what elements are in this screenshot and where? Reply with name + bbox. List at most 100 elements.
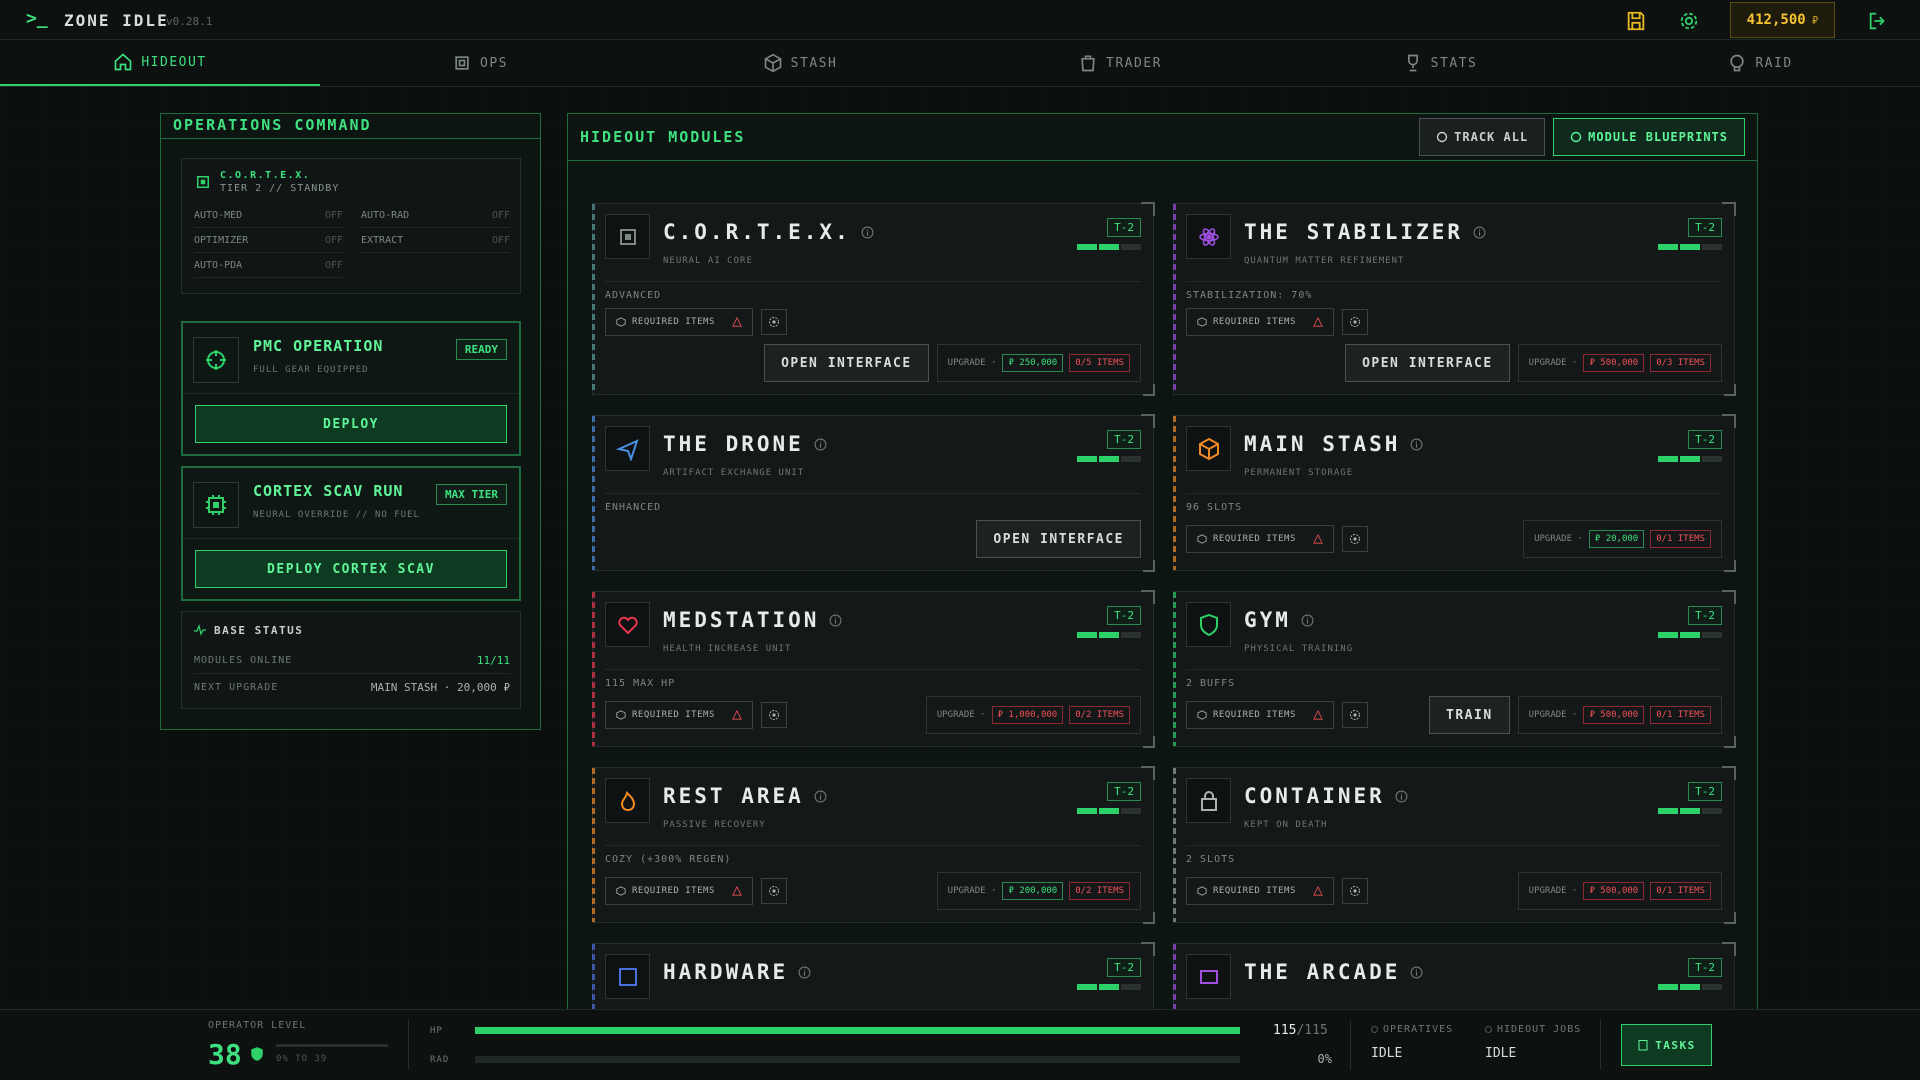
warning-icon	[1313, 886, 1323, 896]
required-label: REQUIRED ITEMS	[1213, 534, 1296, 544]
panel-button[interactable]: TRACK ALL	[1419, 118, 1546, 156]
sep	[1600, 1020, 1601, 1070]
corner	[1143, 912, 1155, 924]
toggle-row[interactable]: AUTO-RAD OFF	[361, 203, 510, 228]
info-icon[interactable]	[1301, 614, 1314, 627]
upgrade-group: TRAIN UPGRADE · ₽ 500,000 0/1 ITEMS	[1429, 696, 1722, 734]
track-button[interactable]	[761, 878, 787, 904]
upgrade-box[interactable]: UPGRADE · ₽ 500,000 0/1 ITEMS	[1517, 872, 1722, 910]
required-items-button[interactable]: REQUIRED ITEMS	[605, 308, 753, 336]
required-items-button[interactable]: REQUIRED ITEMS	[605, 877, 753, 905]
info-icon[interactable]	[1395, 790, 1408, 803]
upgrade-group: UPGRADE · ₽ 20,000 0/1 ITEMS	[1523, 520, 1722, 558]
nav-tab[interactable]: STASH	[640, 40, 960, 86]
action-button[interactable]: OPEN INTERFACE	[1345, 344, 1510, 382]
nav-tab[interactable]: RAID	[1600, 40, 1920, 86]
module-header: REST AREA PASSIVE RECOVERY T-2	[605, 768, 1141, 846]
track-button[interactable]	[1342, 309, 1368, 335]
module-name: GYM	[1244, 608, 1314, 632]
module-header: HARDWARE T-2	[605, 944, 1141, 1009]
upgrade-box[interactable]: UPGRADE · ₽ 1,000,000 0/2 ITEMS	[925, 696, 1141, 734]
required-items-button[interactable]: REQUIRED ITEMS	[1186, 701, 1334, 729]
nav-tab[interactable]: TRADER	[960, 40, 1280, 86]
currency: 412,500 ₽	[1730, 2, 1835, 38]
info-icon[interactable]	[1410, 966, 1423, 979]
divider	[183, 393, 519, 394]
deploy-button[interactable]: DEPLOY CORTEX SCAV	[195, 550, 507, 588]
required-group: REQUIRED ITEMS	[605, 308, 787, 336]
module-name: THE STABILIZER	[1244, 220, 1486, 244]
upgrade-group: UPGRADE · ₽ 200,000 0/2 ITEMS	[936, 872, 1141, 910]
info-icon[interactable]	[798, 966, 811, 979]
module-status: ADVANCED	[605, 289, 662, 301]
upgrade-items: 0/2 ITEMS	[1069, 882, 1130, 900]
module-card: REST AREA PASSIVE RECOVERY T-2 COZY (+300% …	[592, 766, 1155, 924]
track-button[interactable]	[761, 309, 787, 335]
action-button[interactable]: OPEN INTERFACE	[764, 344, 929, 382]
module-header: THE DRONE ARTIFACT EXCHANGE UNIT T-2	[605, 416, 1141, 494]
module-description: NEURAL AI CORE	[663, 256, 753, 266]
corner	[1724, 736, 1736, 748]
required-items-button[interactable]: REQUIRED ITEMS	[1186, 877, 1334, 905]
info-icon[interactable]	[861, 226, 874, 239]
save-button[interactable]	[1625, 10, 1647, 32]
cortex-status: TIER 2 // STANDBY	[220, 183, 340, 194]
module-name-text: MEDSTATION	[663, 608, 820, 632]
corner	[1724, 560, 1736, 572]
nav-label: OPS	[480, 55, 508, 71]
track-button[interactable]	[761, 702, 787, 728]
nav-icon	[763, 53, 783, 73]
logout-button[interactable]	[1867, 10, 1889, 32]
module-name-text: THE DRONE	[663, 432, 804, 456]
upgrade-box[interactable]: UPGRADE · ₽ 20,000 0/1 ITEMS	[1523, 520, 1722, 558]
required-items-button[interactable]: REQUIRED ITEMS	[605, 701, 753, 729]
warning-icon	[1313, 534, 1323, 544]
info-icon[interactable]	[1473, 226, 1486, 239]
info-icon[interactable]	[814, 790, 827, 803]
tier-badge: T-2	[1688, 958, 1722, 977]
required-items-button[interactable]: REQUIRED ITEMS	[1186, 525, 1334, 553]
upgrade-box[interactable]: UPGRADE · ₽ 500,000 0/1 ITEMS	[1517, 696, 1722, 734]
track-button[interactable]	[1342, 878, 1368, 904]
upgrade-box[interactable]: UPGRADE · ₽ 250,000 0/5 ITEMS	[936, 344, 1141, 382]
info-icon[interactable]	[1410, 438, 1423, 451]
track-button[interactable]	[1342, 526, 1368, 552]
required-group: REQUIRED ITEMS	[605, 701, 787, 729]
panel-button[interactable]: MODULE BLUEPRINTS	[1553, 118, 1745, 156]
required-items-button[interactable]: REQUIRED ITEMS	[1186, 308, 1334, 336]
module-icon	[1186, 426, 1231, 471]
action-button[interactable]: OPEN INTERFACE	[976, 520, 1141, 558]
nav-tab[interactable]: OPS	[320, 40, 640, 86]
toggle-row[interactable]: AUTO-PDA OFF	[194, 253, 343, 278]
module-header: THE STABILIZER QUANTUM MATTER REFINEMENT T…	[1186, 204, 1722, 282]
module-name-text: CONTAINER	[1244, 784, 1385, 808]
nav-tab[interactable]: STATS	[1280, 40, 1600, 86]
deploy-button[interactable]: DEPLOY	[195, 405, 507, 443]
action-button[interactable]: TRAIN	[1429, 696, 1510, 734]
upgrade-items: 0/1 ITEMS	[1650, 530, 1711, 548]
level-label: OPERATOR LEVEL	[208, 1020, 307, 1031]
tasks-button[interactable]: TASKS	[1621, 1024, 1712, 1066]
info-icon[interactable]	[829, 614, 842, 627]
upgrade-items: 0/1 ITEMS	[1650, 882, 1711, 900]
required-label: REQUIRED ITEMS	[632, 886, 715, 896]
module-name: CONTAINER	[1244, 784, 1408, 808]
module-icon	[1186, 602, 1231, 647]
toggle-row[interactable]: OPTIMIZER OFF	[194, 228, 343, 253]
upgrade-box[interactable]: UPGRADE · ₽ 500,000 0/3 ITEMS	[1517, 344, 1722, 382]
toggle-row[interactable]: EXTRACT OFF	[361, 228, 510, 253]
toggle-row[interactable]: AUTO-MED OFF	[194, 203, 343, 228]
upgrade-box[interactable]: UPGRADE · ₽ 200,000 0/2 ITEMS	[936, 872, 1141, 910]
module-header: CONTAINER KEPT ON DEATH T-2	[1186, 768, 1722, 846]
track-button[interactable]	[1342, 702, 1368, 728]
nav-icon	[1078, 53, 1098, 73]
settings-button[interactable]	[1678, 10, 1700, 32]
module-name: C.O.R.T.E.X.	[663, 220, 874, 244]
toggle-label: OPTIMIZER	[194, 234, 249, 246]
button-icon	[1570, 131, 1582, 143]
tier-badge: T-2	[1688, 782, 1722, 801]
module-status: STABILIZATION: 70%	[1186, 289, 1313, 301]
nav-tab[interactable]: HIDEOUT	[0, 40, 320, 86]
info-icon[interactable]	[814, 438, 827, 451]
